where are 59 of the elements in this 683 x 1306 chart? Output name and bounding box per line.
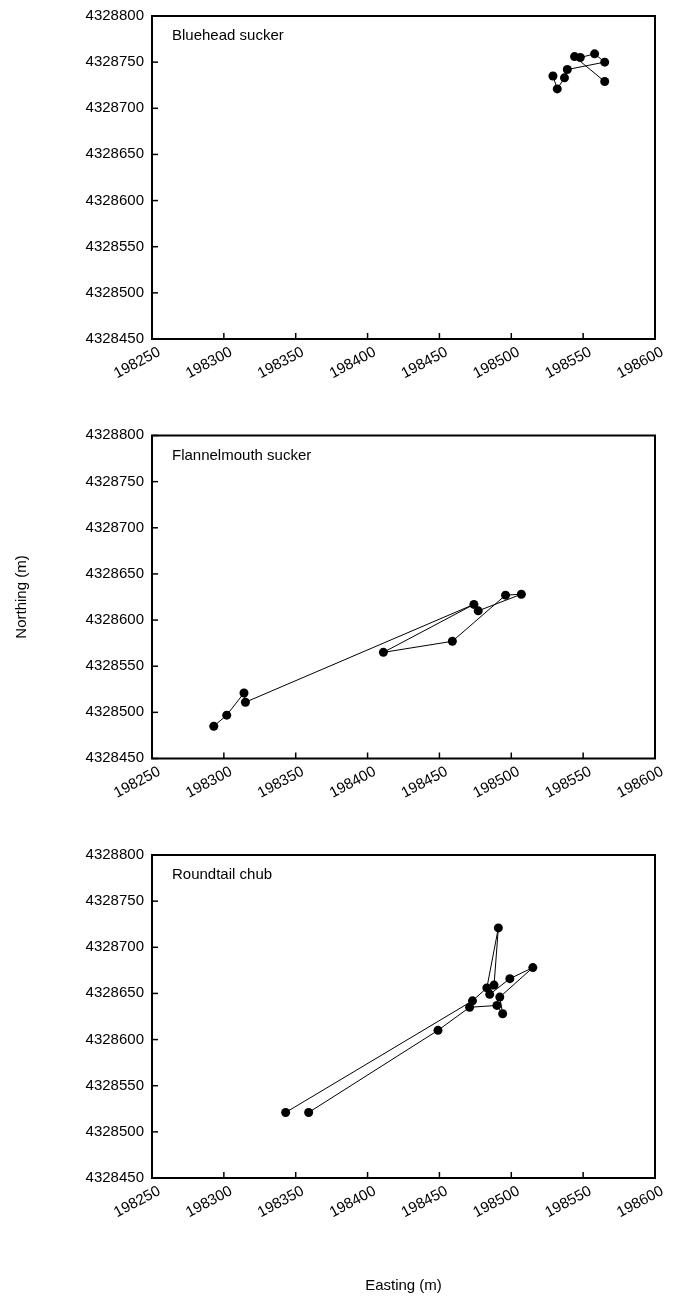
point xyxy=(467,996,477,1006)
point xyxy=(465,1002,475,1012)
y-tick-label: 4328700 xyxy=(85,937,144,955)
point xyxy=(501,590,511,600)
point xyxy=(495,992,505,1002)
point xyxy=(528,963,538,973)
y-tick-label: 4328550 xyxy=(85,656,144,674)
y-tick-label: 4328500 xyxy=(85,702,144,720)
text: Bluehead sucker xyxy=(172,26,284,43)
y-tick-label: 4328700 xyxy=(85,517,144,535)
y-tick-label: 4328450 xyxy=(85,1167,144,1185)
point xyxy=(473,606,483,616)
point xyxy=(485,989,495,999)
point xyxy=(562,65,572,75)
y-tick-label: 4328550 xyxy=(85,1075,144,1093)
point xyxy=(304,1107,314,1117)
y-tick-label: 4328450 xyxy=(85,748,144,766)
point xyxy=(240,697,250,707)
y-tick-label: 4328750 xyxy=(85,471,144,489)
point xyxy=(548,71,558,81)
x-axis-title: Easting (m) xyxy=(365,1276,442,1293)
point xyxy=(600,57,610,67)
point xyxy=(222,710,232,720)
point xyxy=(505,974,515,984)
y-tick-label: 4328800 xyxy=(85,425,144,443)
y-tick-label: 4328750 xyxy=(85,52,144,70)
text: Roundtail chub xyxy=(172,865,273,882)
point xyxy=(482,983,492,993)
y-tick-label: 4328500 xyxy=(85,282,144,300)
y-tick-label: 4328700 xyxy=(85,98,144,116)
point xyxy=(600,77,610,87)
point xyxy=(239,688,249,698)
y-tick-label: 4328800 xyxy=(85,844,144,862)
point xyxy=(516,589,526,599)
point xyxy=(498,1009,508,1019)
y-tick-label: 4328650 xyxy=(85,983,144,1001)
y-axis-title: Northing (m) xyxy=(12,555,29,639)
point xyxy=(493,923,503,933)
y-tick-label: 4328600 xyxy=(85,610,144,628)
point xyxy=(489,980,499,990)
point xyxy=(552,84,562,94)
text: Flannelmouth sucker xyxy=(172,445,312,463)
point xyxy=(378,647,388,657)
y-tick-label: 4328650 xyxy=(85,144,144,162)
y-tick-label: 4328500 xyxy=(85,1121,144,1139)
point xyxy=(433,1025,443,1035)
y-tick-label: 4328600 xyxy=(85,1029,144,1047)
point xyxy=(590,49,600,59)
point xyxy=(447,636,457,646)
point xyxy=(281,1107,291,1117)
y-tick-label: 4328600 xyxy=(85,190,144,208)
y-tick-label: 4328450 xyxy=(85,328,144,346)
point xyxy=(492,1000,502,1010)
y-tick-label: 4328650 xyxy=(85,563,144,581)
y-tick-label: 4328750 xyxy=(85,891,144,909)
y-tick-label: 4328550 xyxy=(85,236,144,254)
point xyxy=(209,721,219,731)
y-tick-label: 4328800 xyxy=(85,5,144,23)
point xyxy=(559,73,569,83)
